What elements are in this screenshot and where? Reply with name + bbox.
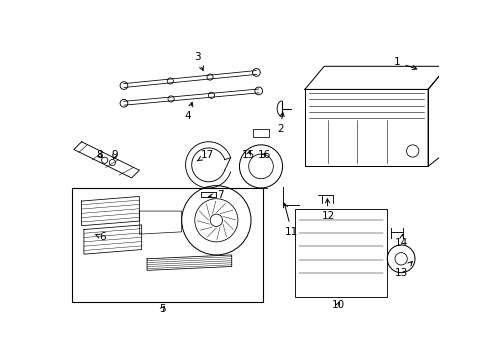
- Text: 13: 13: [394, 261, 411, 278]
- Text: 11: 11: [283, 203, 298, 237]
- Text: 1: 1: [393, 58, 416, 69]
- Text: 5: 5: [159, 304, 165, 314]
- Text: 10: 10: [331, 300, 344, 310]
- Bar: [253, 130, 268, 137]
- Text: 14: 14: [394, 234, 407, 248]
- Bar: [71, 188, 262, 302]
- Text: 8: 8: [96, 150, 102, 160]
- Text: 7: 7: [208, 190, 223, 200]
- Bar: [294, 209, 386, 297]
- Text: 9: 9: [111, 150, 118, 160]
- Text: 17: 17: [197, 150, 213, 161]
- Text: 2: 2: [276, 112, 284, 134]
- Text: 12: 12: [321, 199, 334, 221]
- Text: 4: 4: [184, 102, 192, 121]
- Text: 6: 6: [96, 232, 105, 242]
- Text: 3: 3: [193, 52, 203, 71]
- Text: 15: 15: [242, 150, 255, 160]
- Text: 16: 16: [257, 150, 270, 160]
